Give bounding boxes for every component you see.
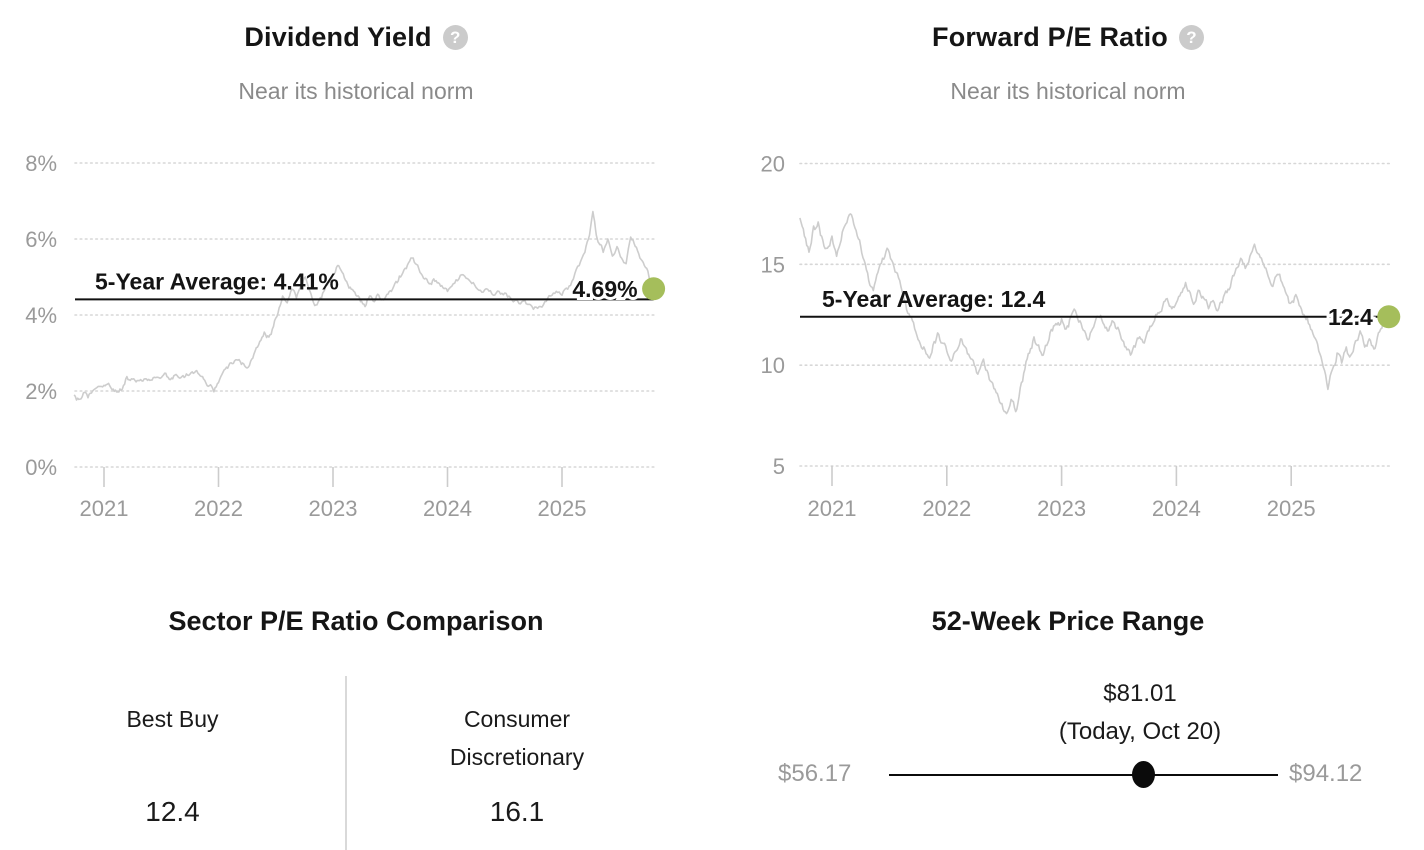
svg-text:5: 5 [773,454,785,479]
svg-text:2024: 2024 [423,496,472,521]
svg-text:2023: 2023 [1037,496,1086,521]
column-divider [345,676,347,850]
forward-pe-title: Forward P/E Ratio [932,22,1168,52]
forward-pe-subtitle: Near its historical norm [950,78,1186,104]
sector-comparison-title: Sector P/E Ratio Comparison [168,606,544,636]
svg-text:2025: 2025 [1267,496,1316,521]
svg-text:4%: 4% [25,303,57,328]
svg-text:2022: 2022 [194,496,243,521]
question-mark-icon[interactable]: ? [1178,25,1204,50]
current-price-date-label: (Today, Oct 20) [1058,718,1222,745]
dividend-yield-subtitle: Near its historical norm [238,78,474,104]
svg-text:6%: 6% [25,227,57,252]
current-value-label: 4.69% [572,276,637,302]
price-range-track [889,774,1278,776]
current-price-label: $81.01 [1103,680,1177,707]
average-label: 5-Year Average: 12.4 [822,286,1046,312]
sector-column-value: 12.4 [145,796,200,827]
forward-pe-panel: Forward P/E Ratio ? Near its historical … [712,0,1424,560]
dividend-yield-panel: Dividend Yield ? Near its historical nor… [0,0,712,560]
svg-text:8%: 8% [25,151,57,176]
dividend-yield-header: Dividend Yield ? [0,22,712,53]
svg-text:2023: 2023 [309,496,358,521]
forward-pe-chart: 5 10 15 20 2021 2022 2023 2024 2025 5-Year Averag… [761,152,1401,521]
svg-text:15: 15 [761,252,785,277]
dividend-yield-chart: 0% 2% 4% 6% 8% 2021 2022 2023 2024 2025 5-Year Ave… [25,151,666,521]
svg-text:2%: 2% [25,379,57,404]
low-price-label: $56.17 [778,760,852,787]
question-mark-icon[interactable]: ? [442,25,468,50]
dividend-yield-title: Dividend Yield [244,22,432,52]
sector-column-value: 16.1 [489,796,545,827]
svg-text:2022: 2022 [922,496,971,521]
forward-pe-header: Forward P/E Ratio ? [712,22,1424,53]
sector-column-consumer-discretionary: Consumer Discretionary 16.1 [347,560,687,850]
svg-text:0%: 0% [25,455,57,480]
svg-text:10: 10 [761,353,785,378]
price-range-panel: 52-Week Price Range $81.01 (Today, Oct 2… [712,560,1424,850]
svg-text:2024: 2024 [1152,496,1201,521]
question-mark-glyph: ? [1186,28,1197,47]
average-label: 5-Year Average: 4.41% [95,268,339,294]
svg-text:2021: 2021 [80,496,129,521]
sector-column-best-buy: Best Buy 12.4 [0,560,345,850]
current-value-dot [642,277,666,301]
sector-column-label: Consumer Discretionary [449,706,585,770]
sector-column-label: Best Buy [126,706,219,732]
svg-text:20: 20 [761,152,785,177]
svg-text:2021: 2021 [808,496,857,521]
current-value-dot [1377,305,1401,329]
question-mark-glyph: ? [449,28,461,47]
sector-pe-comparison-panel: Sector P/E Ratio Comparison Best Buy 12.… [0,560,712,850]
current-price-marker [1132,761,1156,788]
svg-text:2025: 2025 [538,496,587,521]
high-price-label: $94.12 [1289,760,1363,787]
current-value-label: 12.4 [1328,304,1373,330]
price-range-title: 52-Week Price Range [931,606,1205,636]
